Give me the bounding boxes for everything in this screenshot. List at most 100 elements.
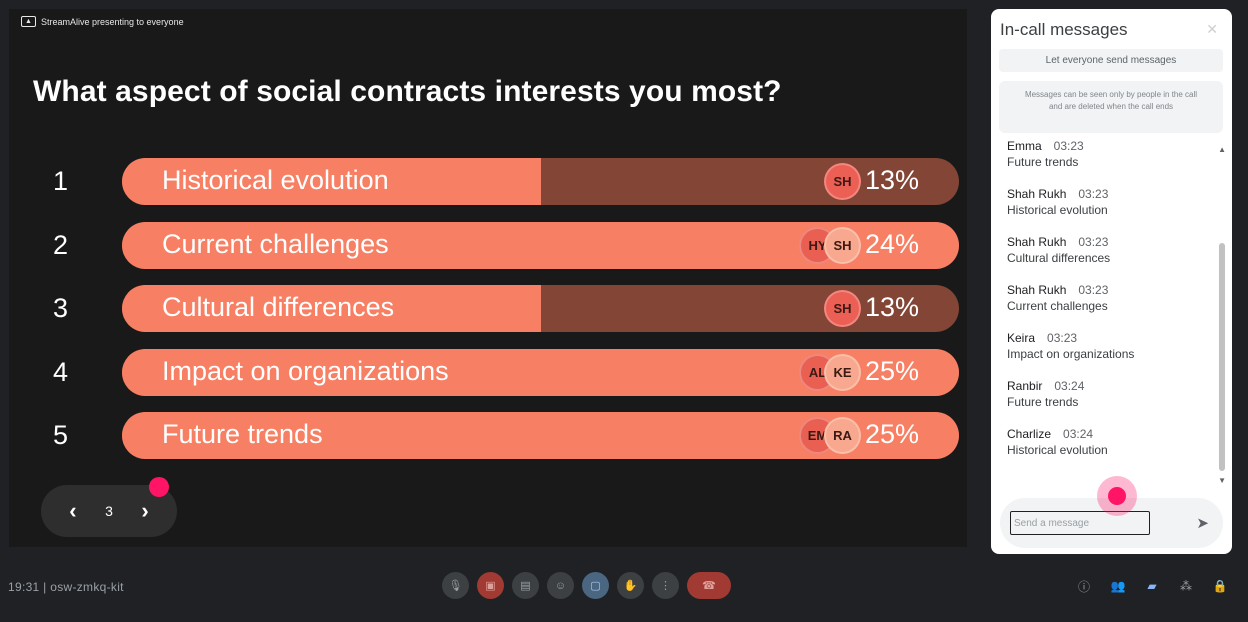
chat-message: Shah Rukh 03:23 Historical evolution [1007,187,1207,217]
present-to-all-icon: ▲ [21,16,36,27]
message-time: 03:23 [1053,139,1084,153]
message-sender: Emma [1007,139,1042,153]
more-icon[interactable]: ⋮ [652,572,679,599]
option-bar-fill [122,158,541,205]
poll-option: 5 Future trends EM RA 25% [9,412,967,459]
presentation-stage: ▲ StreamAlive presenting to everyone Wha… [9,9,967,547]
messages-info: Messages can be seen only by people in t… [999,81,1223,133]
avatar: SH [824,227,861,264]
meeting-info: 19:31 | osw-zmkq-kit [8,580,124,594]
voter-avatars: SH [824,163,861,200]
option-percent: 25% [864,356,919,386]
emoji-icon[interactable]: ☺ [547,572,574,599]
message-header: Shah Rukh 03:23 [1007,283,1207,297]
message-header: Shah Rukh 03:23 [1007,187,1207,201]
message-time: 03:23 [1047,331,1078,345]
message-input[interactable] [1010,511,1150,535]
chat-message: Emma 03:23 Future trends [1007,139,1207,169]
poll-option: 3 Cultural differences SH 13% [9,285,967,332]
voter-avatars: SH [824,290,861,327]
option-bar: Current challenges HY SH 24% [122,222,959,269]
message-sender: Keira [1007,331,1036,345]
message-text: Future trends [1007,395,1079,409]
option-label: Future trends [162,419,323,449]
message-header: Emma 03:23 [1007,139,1207,153]
message-header: Ranbir 03:24 [1007,379,1207,393]
message-sender: Charlize [1007,427,1052,441]
option-number: 3 [53,293,69,323]
option-percent: 13% [864,165,919,195]
avatar: RA [824,417,861,454]
option-bar-fill [122,285,541,332]
presenting-label: StreamAlive presenting to everyone [41,16,184,27]
hand-icon[interactable]: ✋ [617,572,644,599]
option-bar: Future trends EM RA 25% [122,412,959,459]
scroll-down-icon[interactable]: ▼ [1218,476,1226,485]
in-call-messages-panel: In-call messages ✕ Let everyone send mes… [991,9,1232,554]
option-number: 5 [53,420,69,450]
voter-avatars: AL KE [799,354,861,391]
activities-icon[interactable]: ⁂ [1180,579,1192,593]
message-time: 03:23 [1078,187,1109,201]
message-time: 03:23 [1078,283,1109,297]
bottom-toolbar: 19:31 | osw-zmkq-kit 🎙 ▣ ▤ ☺ ▢ ✋ ⋮ ☎ ⓘ 👥… [0,556,1248,622]
mic-icon[interactable]: 🎙 [442,572,469,599]
message-sender: Shah Rukh [1007,235,1067,249]
avatar: SH [824,163,861,200]
toggle-label: Let everyone send messages [1045,55,1177,66]
chat-message: Shah Rukh 03:23 Cultural differences [1007,235,1207,265]
option-percent: 25% [864,419,919,449]
poll-option: 4 Impact on organizations AL KE 25% [9,349,967,396]
option-percent: 24% [864,229,919,259]
option-percent: 13% [864,292,919,322]
message-text: Current challenges [1007,299,1108,313]
captions-icon[interactable]: ▤ [512,572,539,599]
info-icon[interactable]: ⓘ [1077,579,1090,594]
option-label: Current challenges [162,229,389,259]
option-label: Impact on organizations [162,356,449,386]
voter-avatars: EM RA [799,417,861,454]
option-number: 4 [53,357,69,387]
page-number: 3 [105,503,113,519]
message-header: Charlize 03:24 [1007,427,1207,441]
message-time: 03:23 [1078,235,1109,249]
scrollbar-thumb[interactable] [1219,243,1225,471]
voter-avatars: HY SH [799,227,861,264]
message-sender: Shah Rukh [1007,283,1067,297]
people-icon[interactable]: 👥 [1110,579,1126,593]
message-text: Cultural differences [1007,251,1111,265]
chevron-left-icon[interactable]: ‹ [69,498,77,523]
option-number: 1 [53,166,69,196]
option-bar: Impact on organizations AL KE 25% [122,349,959,396]
option-bar: Historical evolution SH 13% [122,158,959,205]
message-time: 03:24 [1063,427,1094,441]
avatar: SH [824,290,861,327]
chat-message: Charlize 03:24 Historical evolution [1007,427,1207,457]
camera-off-icon[interactable]: ▣ [477,572,504,599]
cursor-dot [1108,487,1126,505]
option-label: Cultural differences [162,292,395,322]
message-header: Keira 03:23 [1007,331,1207,345]
poll-option: 1 Historical evolution SH 13% [9,158,967,205]
side-actions: ⓘ 👥 ▰ ⁂ 🔒 [1076,578,1228,594]
chat-icon[interactable]: ▰ [1147,579,1157,593]
let-everyone-send-toggle[interactable]: Let everyone send messages [999,49,1223,72]
avatar: KE [824,354,861,391]
send-icon[interactable]: ➤ [1196,515,1209,532]
present-icon[interactable]: ▢ [582,572,609,599]
cursor-highlight [1097,476,1137,516]
message-header: Shah Rukh 03:23 [1007,235,1207,249]
message-text: Impact on organizations [1007,347,1135,361]
compose-bar: ➤ [1000,498,1223,548]
call-controls: 🎙 ▣ ▤ ☺ ▢ ✋ ⋮ ☎ [442,572,731,599]
scroll-up-icon[interactable]: ▲ [1218,145,1226,154]
message-sender: Shah Rukh [1007,187,1067,201]
poll-question: What aspect of social contracts interest… [33,75,782,108]
chat-message: Shah Rukh 03:23 Current challenges [1007,283,1207,313]
lock-icon[interactable]: 🔒 [1212,579,1228,593]
close-icon[interactable]: ✕ [1206,21,1218,37]
chevron-right-icon[interactable]: › [141,498,149,523]
end-call-icon[interactable]: ☎ [687,572,731,599]
pointer-dot [149,477,169,497]
